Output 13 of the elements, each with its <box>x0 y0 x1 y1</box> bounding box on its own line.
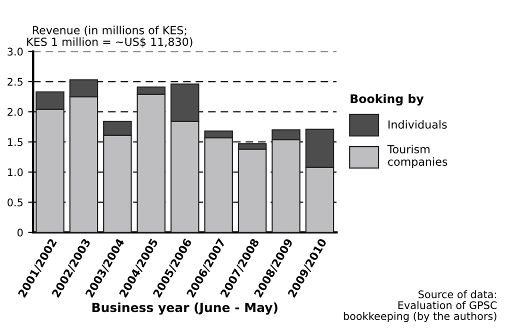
y-tick-label: 1.5 <box>8 138 23 146</box>
y-axis-title: Revenue (in millions of KES; KES 1 million = ~US$ 11,830) <box>27 26 192 48</box>
y-tick-label: 0.5 <box>8 198 23 206</box>
y-tick-label: 2.0 <box>8 108 23 116</box>
y-tick-label: 0 <box>17 228 23 237</box>
y-tick-label: 2.5 <box>8 78 23 86</box>
y-tick-label: 1.0 <box>8 168 23 176</box>
legend-title: Booking by <box>350 94 424 106</box>
legend-label: Individuals <box>388 120 447 129</box>
y-tick-label: 3.0 <box>8 48 23 56</box>
legend-label: Tourism companies <box>387 144 448 168</box>
source-note: Source of data: Evaluation of GPSC bookkeeping (by the authors) <box>344 290 497 322</box>
x-axis-title: Business year (June - May) <box>92 302 278 315</box>
